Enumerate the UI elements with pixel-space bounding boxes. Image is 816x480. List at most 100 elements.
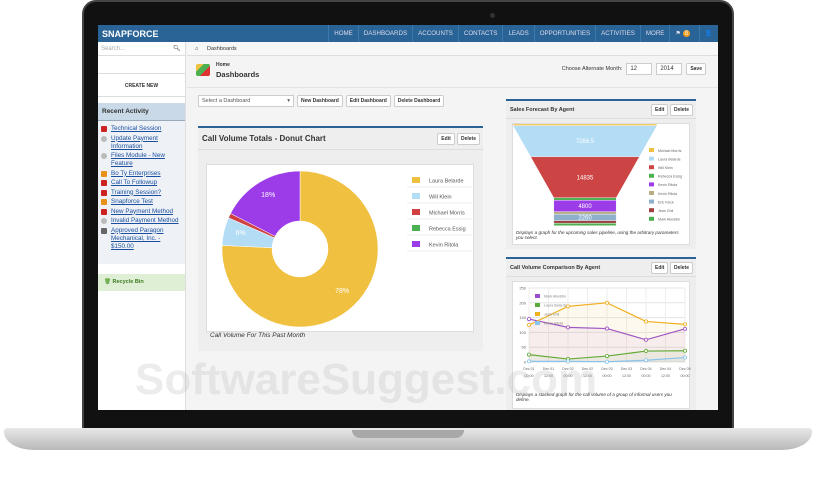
data-point[interactable] [682,348,687,353]
year-select[interactable]: 2014 [656,63,683,75]
y-tick-label: 0 [524,360,527,365]
nav-item-accounts[interactable]: ACCOUNTS ▾ [412,25,458,54]
funnel-edit-button[interactable]: Edit [651,103,669,116]
nav-item-opportunities[interactable]: OPPORTUNITIES ▾ [533,25,595,54]
recent-activity-link[interactable]: Bo Ty Enterprises [111,169,161,177]
month-select[interactable]: 12 [626,63,653,75]
y-tick-label: 200 [519,300,526,305]
notification-badge: 0 [682,30,691,37]
donut-edit-button[interactable]: Edit [437,132,455,145]
recent-activity-link[interactable]: New Payment Method [111,207,173,215]
new-dashboard-button[interactable]: New Dashboard [297,95,343,107]
recent-activity-link[interactable]: Snapforce Test [111,198,153,205]
legend-swatch [649,165,654,170]
legend-label: Mark Abeddin [544,295,566,299]
brand-logo[interactable]: SNAPFORCE [102,28,159,39]
legend-label: Rebecca Essig [429,227,466,233]
recent-activity-item: New Payment Method [101,208,182,216]
legend-swatch [649,156,654,161]
phone-icon [101,218,107,224]
data-point[interactable] [643,349,648,354]
line-edit-button[interactable]: Edit [651,261,669,274]
nav-item-more[interactable]: MORE ▾ [639,25,670,54]
recent-activity-title: Recent Activity [98,103,185,121]
funnel-segment[interactable] [553,223,617,226]
x-tick-label: Dec 02 [562,367,573,371]
data-point[interactable] [526,317,531,322]
dashboard-select-placeholder: Select a Dashboard [202,98,251,104]
data-point[interactable] [682,322,687,327]
funnel-segment[interactable] [553,211,617,215]
data-point[interactable] [605,326,610,331]
data-point[interactable] [605,354,610,359]
legend-label: Will Klein [658,166,673,170]
legend-label: Laura Belarde [544,304,567,308]
edit-dashboard-button[interactable]: Edit Dashboard [345,95,391,107]
save-button[interactable]: Save [686,63,706,75]
alternate-month-label: Choose Alternate Month: [561,66,623,72]
data-point[interactable] [526,352,531,357]
data-point[interactable] [605,300,610,305]
funnel-value-label: 14835 [577,175,594,181]
funnel-delete-button[interactable]: Delete [669,103,693,116]
legend-label: Michael Morris [429,211,465,217]
recent-activity-link[interactable]: Invalid Payment Method [111,217,179,224]
home-icon[interactable]: ⌂ [195,46,199,52]
create-new-button[interactable]: CREATE NEW [98,73,185,97]
handshake-icon [101,170,107,177]
nav-item-leads[interactable]: LEADS ▾ [502,25,533,54]
slice-label: 18% [261,192,275,199]
data-point[interactable] [566,304,571,309]
delete-dashboard-button[interactable]: Delete Dashboard [393,95,445,107]
recent-activity-link[interactable]: Call To Followup [111,179,158,186]
line-delete-button[interactable]: Delete [669,261,693,274]
data-point[interactable] [643,319,648,324]
funnel-segment[interactable] [512,123,658,126]
recent-activity-item: Invalid Payment Method [101,217,182,225]
donut-slice[interactable] [230,170,301,237]
legend-label: Jean Ghil [658,209,673,213]
x-tick-label: 00:00 [525,374,534,378]
data-point[interactable] [605,359,610,364]
recent-activity-link[interactable]: Approved Paragon Mechanical, Inc. - $150… [111,226,164,250]
funnel-segment[interactable] [553,197,617,201]
nav-item-contacts[interactable]: CONTACTS ▾ [457,25,503,54]
data-point[interactable] [566,325,571,330]
recent-activity-item: Update Payment Information [101,135,182,151]
legend-swatch [535,303,540,307]
search-input[interactable]: Search... 🔍︎ [98,42,185,56]
page-supertitle: Home [216,62,230,68]
nav-item-dashboards[interactable]: DASHBOARDS [357,25,412,42]
recycle-bin[interactable]: 🗑 Recycle Bin [98,274,185,291]
recent-activity-link[interactable]: Files Module - New Feature [111,152,165,167]
x-tick-label: 12:00 [661,374,670,378]
user-menu[interactable]: 👤▾ [698,25,718,54]
legend-label: Mark Abeddin [658,218,680,222]
recent-activity-link[interactable]: Technical Session [111,125,162,132]
nav-item-home[interactable]: HOME [328,25,358,42]
dashboard-toolbar: Select a Dashboard ▾ New Dashboard Edit D… [198,95,445,107]
data-point[interactable] [682,326,687,331]
donut-delete-button[interactable]: Delete [456,132,480,145]
x-tick-label: Dec 02 [582,367,593,371]
recent-activity-link[interactable]: Training Session? [111,188,162,196]
data-point[interactable] [526,323,531,328]
funnel-value-label: 4800 [578,204,592,210]
data-point[interactable] [643,358,648,363]
building-icon [101,227,107,234]
donut-slice[interactable] [221,170,379,328]
data-point[interactable] [566,359,571,364]
laptop-base [4,428,812,450]
x-tick-label: Dec 05 [679,367,690,371]
notifications[interactable]: ⚑ 0 0 [669,25,698,54]
breadcrumb-current: Dashboards [207,46,237,52]
data-point[interactable] [526,359,531,364]
funnel-segment[interactable] [553,220,617,224]
dashboard-select[interactable]: Select a Dashboard ▾ [198,95,294,107]
recent-activity-link[interactable]: Update Payment Information [111,134,158,150]
data-point[interactable] [682,355,687,360]
search-icon[interactable]: 🔍︎ [173,46,181,52]
legend-label: Kevin Ritola [429,243,459,249]
nav-item-activities[interactable]: ACTIVITIES ▾ [595,25,640,54]
data-point[interactable] [643,337,648,342]
